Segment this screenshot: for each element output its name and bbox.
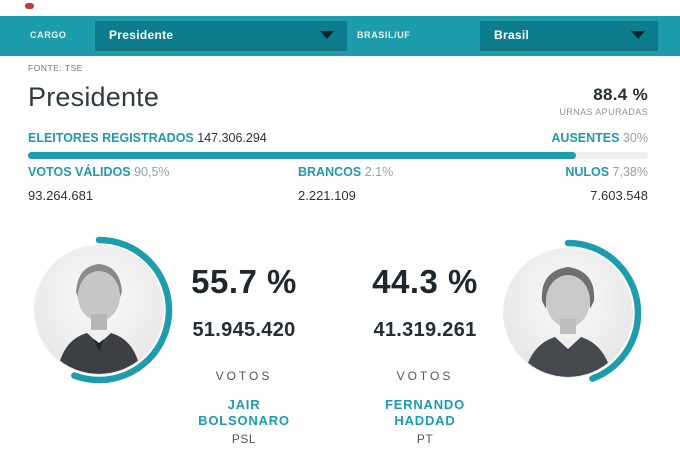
candidate2-votes: 41.319.261 — [373, 319, 477, 341]
absent-label: AUSENTES — [551, 131, 620, 145]
cargo-selected-value: Presidente — [109, 27, 174, 42]
candidate2-photo — [504, 249, 632, 377]
candidate2-first-name: FERNANDO — [384, 397, 466, 412]
caret-down-icon — [320, 30, 334, 39]
candidate1-party: PSL — [231, 432, 257, 446]
red-indicator-dot — [25, 3, 34, 9]
uf-select[interactable]: Brasil — [480, 21, 658, 48]
candidate2-percent: 44.3 % — [372, 263, 478, 300]
null-label: NULOS — [565, 165, 610, 179]
candidate1-name: JAIR BOLSONARO — [156, 397, 332, 429]
null-pct: 7,38% — [612, 165, 648, 179]
filter-bar: CARGO Presidente BRASIL/UF Brasil — [0, 16, 680, 56]
null-votes-stat: NULOS 7,38% 7.603.548 — [565, 165, 648, 203]
candidate1-photo — [35, 246, 163, 374]
candidate1-votes-caption: VOTOS — [215, 369, 273, 383]
candidate2-party: PT — [416, 432, 434, 446]
null-value: 7.603.548 — [590, 188, 648, 203]
urnas-apuradas: 88.4 % URNAS APURADAS — [559, 85, 648, 117]
valid-value: 93.264.681 — [28, 188, 94, 203]
apuracao-progress-fill — [28, 152, 577, 159]
source-note: FONTE: TSE — [28, 63, 83, 73]
absent-value: 30% — [622, 131, 648, 145]
cargo-label: CARGO — [30, 30, 67, 40]
candidate1-percent: 55.7 % — [191, 263, 297, 300]
candidate2-name: FERNANDO HADDAD — [337, 397, 513, 429]
uf-label: BRASIL/UF — [357, 30, 411, 40]
page-title: Presidente — [28, 82, 160, 112]
cargo-select[interactable]: Presidente — [95, 21, 347, 48]
caret-down-icon — [631, 30, 645, 39]
registered-row: ELEITORES REGISTRADOS 147.306.294 AUSENT… — [28, 131, 648, 147]
candidate2-last-name: HADDAD — [394, 413, 456, 428]
urnas-pct: 88.4 % — [593, 85, 648, 104]
candidate1-votes: 51.945.420 — [192, 319, 296, 341]
blank-value: 2.221.109 — [298, 188, 356, 203]
valid-pct: 90,5% — [134, 165, 170, 179]
registered-label: ELEITORES REGISTRADOS — [28, 131, 194, 145]
candidate1-last-name: BOLSONARO — [198, 413, 290, 428]
candidate1-first-name: JAIR — [227, 397, 261, 412]
blank-label: BRANCOS — [298, 165, 362, 179]
blank-pct: 2.1% — [364, 165, 394, 179]
urnas-label: URNAS APURADAS — [559, 107, 648, 117]
uf-selected-value: Brasil — [494, 27, 530, 42]
valid-label: VOTOS VÁLIDOS — [28, 165, 131, 179]
apuracao-progress-bar — [28, 152, 648, 159]
candidate2-votes-caption: VOTOS — [396, 369, 454, 383]
valid-votes-stat: VOTOS VÁLIDOS 90,5% 93.264.681 — [28, 165, 170, 203]
blank-votes-stat: BRANCOS 2.1% 2.221.109 — [298, 165, 393, 203]
registered-value: 147.306.294 — [197, 131, 267, 145]
